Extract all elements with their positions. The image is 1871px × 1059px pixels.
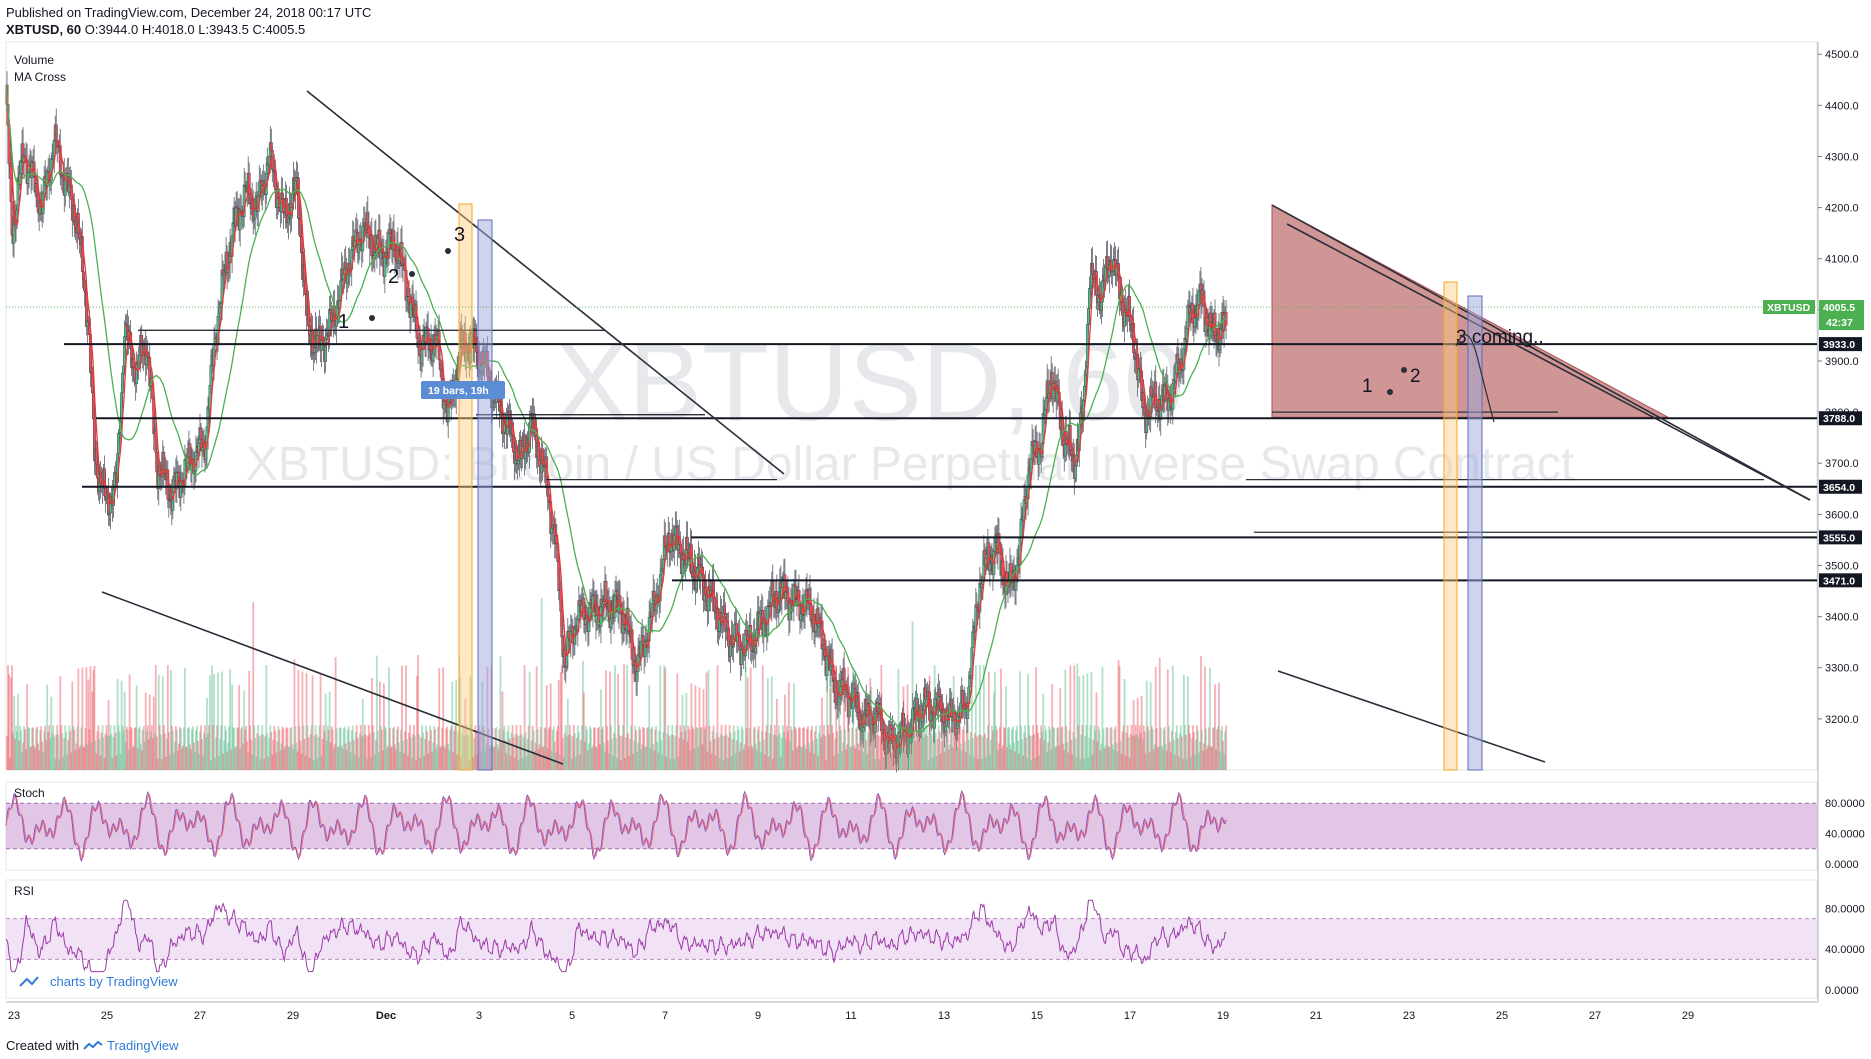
price-axis: 4500.04400.04300.04200.04100.04000.03900… xyxy=(1818,49,1859,726)
wave-point xyxy=(1387,389,1393,395)
branding-label[interactable]: charts by TradingView xyxy=(50,974,178,989)
time-tick-label: 15 xyxy=(1031,1010,1043,1022)
volume-bar xyxy=(540,598,543,770)
time-tick-label: 5 xyxy=(569,1010,575,1022)
time-tick-label: Dec xyxy=(376,1010,396,1022)
wave-label: 1 xyxy=(338,311,349,333)
stoch-tick-label: 40.0000 xyxy=(1825,829,1865,841)
time-tick-label: 21 xyxy=(1310,1010,1322,1022)
bars-range-label: 19 bars, 19h xyxy=(428,385,489,397)
wave-point xyxy=(1401,367,1407,373)
ohlc-values: O:3944.0 H:4018.0 L:3943.5 C:4005.5 xyxy=(84,22,306,37)
rsi-tick-label: 0.0000 xyxy=(1825,985,1859,997)
wave-label: 2 xyxy=(388,266,399,288)
price-tick-label: 4500.0 xyxy=(1825,49,1859,61)
volume-bar xyxy=(664,668,667,770)
footer: Created with TradingView xyxy=(6,1038,179,1053)
level-price-label: 3555.0 xyxy=(1823,532,1855,544)
level-price-label: 3471.0 xyxy=(1823,575,1855,587)
time-tick-label: 7 xyxy=(662,1010,668,1022)
wave-label: 1 xyxy=(1362,376,1373,397)
symbol-badge-label: XBTUSD xyxy=(1767,302,1811,314)
stoch-tick-label: 80.0000 xyxy=(1825,798,1865,810)
created-with-label: Created with xyxy=(6,1038,79,1053)
bar-countdown-label: 42:37 xyxy=(1826,317,1853,329)
wave-label: 2 xyxy=(1410,366,1421,387)
time-axis: 23 25 27 29 Dec 3 5 7 9 11 13 15 17 19 21 23 25 27 29 xyxy=(8,1010,1694,1022)
rsi-tick-label: 80.0000 xyxy=(1825,903,1865,915)
volume-bar xyxy=(209,675,211,770)
time-tick-label: 11 xyxy=(845,1010,856,1022)
time-tick-label: 13 xyxy=(938,1010,950,1022)
published-line: Published on TradingView.com, December 2… xyxy=(6,5,372,20)
volume-bar xyxy=(770,676,773,770)
wave-label: 3 xyxy=(454,224,465,246)
volume-bar xyxy=(1225,725,1227,770)
time-tick-label: 27 xyxy=(194,1010,206,1022)
projection-box-orange[interactable] xyxy=(458,203,473,771)
symbol-label: XBTUSD, 60 xyxy=(6,22,82,37)
price-tick-label: 3600.0 xyxy=(1825,509,1859,521)
price-tick-label: 4300.0 xyxy=(1825,151,1859,163)
price-tick-label: 4400.0 xyxy=(1825,100,1859,112)
price-tick-label: 4100.0 xyxy=(1825,254,1859,266)
watermark-symbol: XBTUSD, 60 xyxy=(555,321,1185,444)
volume-bar xyxy=(217,672,219,770)
volume-bar xyxy=(213,674,215,770)
time-tick-label: 27 xyxy=(1589,1010,1601,1022)
last-price-label: 4005.5 xyxy=(1823,302,1855,314)
price-tick-label: 3900.0 xyxy=(1825,356,1859,368)
level-price-label: 3788.0 xyxy=(1823,413,1855,425)
rsi-tick-label: 40.0000 xyxy=(1825,944,1865,956)
level-price-label: 3933.0 xyxy=(1823,339,1855,351)
time-tick-label: 19 xyxy=(1217,1010,1229,1022)
time-tick-label: 29 xyxy=(287,1010,299,1022)
watermark-description: XBTUSD: Bitcoin / US Dollar Perpetual In… xyxy=(246,438,1575,491)
price-tick-label: 3200.0 xyxy=(1825,714,1859,726)
chart-header: Published on TradingView.com, December 2… xyxy=(6,4,371,38)
time-tick-label: 9 xyxy=(755,1010,761,1022)
price-tick-label: 4200.0 xyxy=(1825,203,1859,215)
projection-box-blue[interactable] xyxy=(477,219,493,771)
volume-bar xyxy=(676,673,679,770)
price-tick-label: 3700.0 xyxy=(1825,458,1859,470)
wave-point xyxy=(409,271,415,277)
rsi-label[interactable]: RSI xyxy=(14,884,34,898)
time-tick-label: 25 xyxy=(101,1010,113,1022)
stoch-label[interactable]: Stoch xyxy=(14,786,45,800)
volume-bar xyxy=(1078,676,1081,770)
time-tick-label: 25 xyxy=(1496,1010,1508,1022)
price-tick-label: 3300.0 xyxy=(1825,663,1859,675)
price-tick-label: 3500.0 xyxy=(1825,560,1859,572)
time-tick-label: 23 xyxy=(8,1010,20,1022)
time-tick-label: 29 xyxy=(1682,1010,1694,1022)
projection-box-orange[interactable] xyxy=(1443,281,1458,771)
time-tick-label: 3 xyxy=(476,1010,482,1022)
legend-volume[interactable]: Volume xyxy=(14,53,54,67)
price-tick-label: 3400.0 xyxy=(1825,612,1859,624)
volume-bar xyxy=(623,664,625,770)
volume-bar xyxy=(1082,674,1085,770)
volume-bar xyxy=(319,672,322,770)
time-tick-label: 23 xyxy=(1403,1010,1415,1022)
wave-point xyxy=(369,315,375,321)
stoch-tick-label: 0.0000 xyxy=(1825,859,1859,871)
wave-point xyxy=(445,248,451,254)
volume-bar xyxy=(311,675,314,770)
volume-bar xyxy=(1086,673,1089,770)
volume-bar xyxy=(766,678,769,770)
legend-ma-cross[interactable]: MA Cross xyxy=(14,70,66,84)
volume-bar xyxy=(8,674,10,770)
time-tick-label: 17 xyxy=(1124,1010,1136,1022)
level-price-label: 3654.0 xyxy=(1823,482,1855,494)
ohlc-line: XBTUSD, 60 O:3944.0 H:4018.0 L:3943.5 C:… xyxy=(6,21,371,38)
